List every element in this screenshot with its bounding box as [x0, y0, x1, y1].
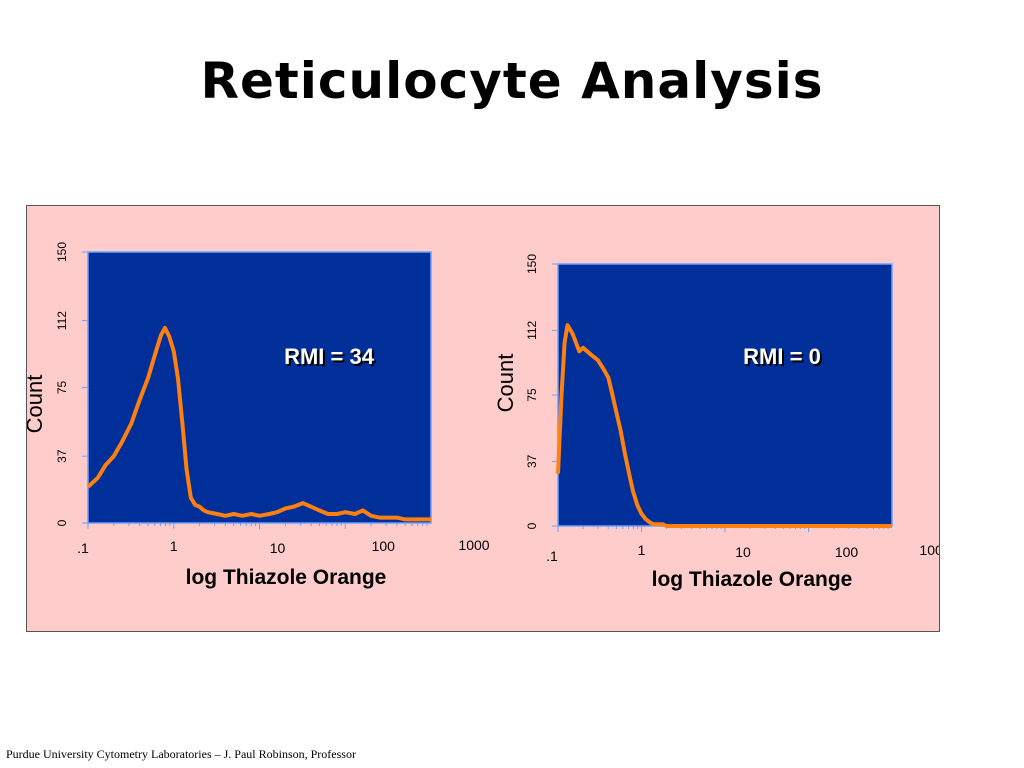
- x-tick-label: .1: [546, 548, 558, 564]
- x-tick-label: .1: [77, 540, 89, 556]
- x-axis-title: log Thiazole Orange: [652, 568, 853, 591]
- x-tick-label: 100: [835, 544, 859, 560]
- rmi-annotation-shadow: RMI = 34: [286, 346, 377, 371]
- x-tick-label: 100: [372, 538, 396, 554]
- x-tick-label: 10: [270, 540, 286, 556]
- slide-title: Reticulocyte Analysis: [200, 52, 824, 110]
- slide-footer: Purdue University Cytometry Laboratories…: [6, 747, 356, 761]
- x-tick-label: 1: [638, 542, 646, 558]
- rmi-annotation: RMI = 0: [743, 344, 821, 369]
- y-axis-title: Count: [27, 375, 47, 434]
- x-tick-label: 1000: [919, 542, 939, 558]
- y-axis-title: Count: [493, 354, 518, 413]
- histogram-series: [556, 323, 892, 528]
- y-tick-label: 75: [525, 388, 539, 402]
- y-tick-label: 0: [525, 522, 539, 529]
- y-tick-label: 37: [525, 454, 539, 468]
- plot-area: [87, 251, 432, 524]
- y-tick-label: 112: [525, 320, 539, 339]
- y-tick-label: 150: [55, 242, 69, 262]
- x-tick-label: 10: [735, 544, 751, 560]
- x-tick-label: 1: [170, 538, 178, 554]
- y-tick-label: 75: [55, 381, 69, 395]
- y-tick-label: 37: [55, 449, 69, 463]
- plot-area: [557, 263, 893, 527]
- rmi-annotation-shadow: RMI = 0: [745, 346, 823, 371]
- rmi-annotation: RMI = 34: [284, 344, 375, 369]
- histogram-series: [86, 325, 431, 522]
- y-tick-label: 150: [525, 254, 539, 274]
- x-tick-label: 1000: [458, 537, 489, 553]
- x-axis-title: log Thiazole Orange: [186, 566, 387, 589]
- y-tick-label: 0: [55, 519, 69, 526]
- figure-panel: 0 37 75 112 150.1 1 10 100 1000 Count log Thiazole…: [26, 205, 940, 632]
- chart-1: 0 37 75 112 150 .1 1 10 100 1000 Count log Thiazole…: [27, 242, 490, 589]
- chart-2: 0 37 75 112 150 .1 1 10 100 1000 Count log Thiazole…: [493, 254, 939, 591]
- y-tick-label: 112: [55, 311, 69, 330]
